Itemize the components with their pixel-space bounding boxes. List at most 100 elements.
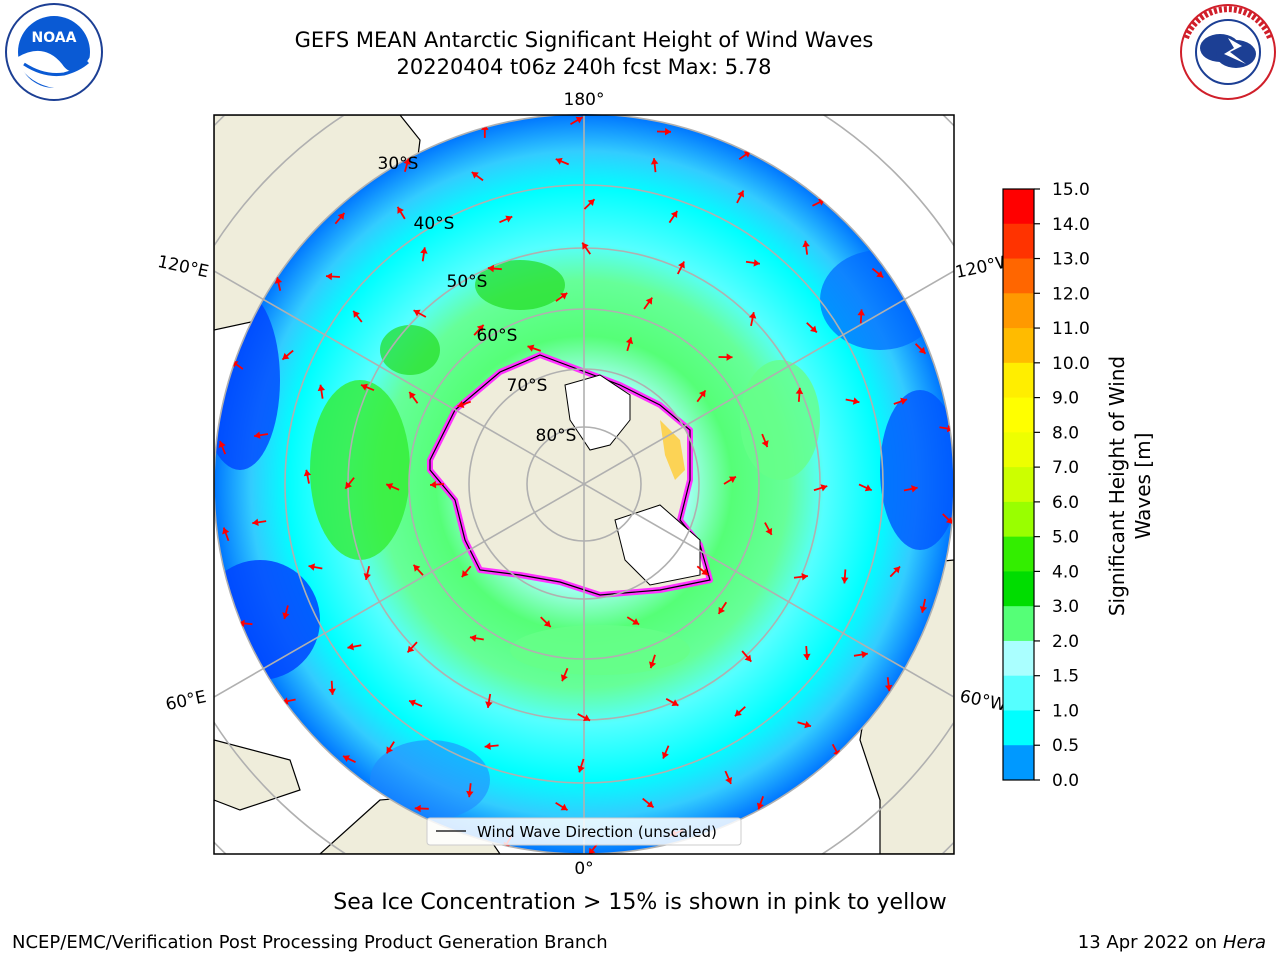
wave-direction-arrowhead [555,157,563,165]
wave-direction-arrowhead [485,701,493,708]
wave-direction-arrowhead [386,746,393,754]
wave-direction-arrowhead [900,397,908,405]
wave-direction-arrowhead [409,699,417,707]
wave-direction-arrowhead [414,804,421,813]
chart-subtitle: 20220404 t06z 240h fcst Max: 5.78 [396,55,772,79]
colorbar-tick-label: 5.0 [1052,528,1079,548]
colorbar-segment [1003,501,1034,538]
colorbar-label: Significant Height of Wind Waves [m] [1105,356,1155,616]
wave-direction-arrowhead [353,310,360,318]
wave-direction-arrowhead [328,688,336,695]
lon-label-180: 180° [564,90,605,110]
wave-direction-arrowhead [661,751,669,759]
colorbar-segment [1003,745,1034,781]
colorbar-tick-label: 6.0 [1052,493,1079,513]
wave-direction-arrowhead [487,264,495,273]
wave-direction-arrowhead [363,573,371,580]
wave-direction-arrowhead [282,352,290,360]
wave-direction-arrowhead [820,484,828,492]
colorbar-tick-label: 7.0 [1052,458,1079,478]
wave-direction-arrowhead [728,476,736,483]
colorbar-segment [1003,536,1034,572]
wave-direction-arrowhead [469,634,477,642]
wave-direction-arrowhead [841,577,849,584]
lon-label-0: 0° [574,859,593,879]
map-border [213,114,955,855]
colorbar-tick-label: 8.0 [1052,423,1079,443]
wave-direction-arrowhead [765,527,773,535]
colorbar-tick-label: 2.0 [1052,632,1079,652]
wave-direction-arrowhead [761,440,769,448]
wave-direction-arrowhead [484,742,491,750]
wave-direction-arrowhead [701,568,709,576]
colorbar-segment [1003,710,1034,746]
wave-direction-arrowhead [337,212,345,220]
footer-date-text: 13 Apr 2022 on [1077,932,1223,953]
wave-direction-arrowhead [876,270,884,278]
lat-label-80s: 80°S [536,426,577,446]
wave-direction-arrowhead [274,277,283,284]
colorbar-segment [1003,293,1034,329]
colorbar-segment [1003,675,1034,711]
colorbar-segment [1003,328,1034,364]
wave-direction-arrowhead [802,240,810,248]
colorbar-tick-label: 12.0 [1052,284,1090,304]
legend-label: Wind Wave Direction (unscaled) [477,823,717,841]
wave-direction-arrowhead [737,190,745,198]
wave-direction-arrowhead [308,563,316,571]
wave-direction-arrowhead [317,384,326,392]
wave-direction-arrowhead [303,469,312,477]
lat-label-60s: 60°S [477,326,518,346]
colorbar-segment [1003,571,1034,607]
wave-direction-arrowhead [809,325,817,333]
meridian-60E-120W [214,270,954,698]
antarctica [427,352,713,598]
wave-direction-arrowhead [560,674,568,682]
wave-direction-arrowhead [678,261,685,269]
wave-direction-arrowhead [726,353,733,361]
wave-direction-arrowhead [457,400,465,408]
footer-host: Hera [1222,932,1266,953]
wave-direction-arrowhead [753,259,760,267]
wave-direction-arrowhead [632,618,640,625]
nws-logo [1180,4,1276,100]
wave-direction-arrowhead [420,247,428,254]
svg-text:Waves [m]: Waves [m] [1131,433,1155,540]
wave-direction-arrowhead [699,390,706,398]
lat-label-50s: 50°S [447,272,488,292]
wave-direction-arrowhead [725,776,733,784]
wave-direction-arrowhead [254,431,261,439]
wave-direction-arrowhead [543,620,551,627]
wave-direction-arrowhead [386,483,394,491]
wave-direction-arrowhead [345,481,352,489]
wave-direction-arrowhead [347,643,354,651]
wave-direction-arrowhead [560,292,568,300]
wave-direction-arrowhead [281,697,289,705]
colorbar-segment [1003,606,1034,642]
colorbar-border [1002,188,1035,781]
wave-direction-arrowhead [252,518,259,527]
noaa-logo: NOAA [5,3,103,101]
wave-direction-arrowhead [884,684,893,692]
colorbar-tick-label: 15.0 [1052,180,1090,200]
colorbar-tick-label: 0.5 [1052,736,1079,756]
colorbar-segment [1003,223,1034,260]
lon-label-120e: 120°E [156,252,211,282]
colorbar-segment [1003,432,1034,468]
footer-date: 13 Apr 2022 on Hera [1078,932,1266,953]
wave-direction-arrowhead [670,211,678,219]
wave-direction-arrowhead [744,654,752,662]
wave-direction-arrowhead [803,653,811,660]
lat-label-40s: 40°S [414,214,455,234]
wave-direction-arrowhead [222,527,230,535]
wave-direction-arrowhead [945,516,953,524]
wave-direction-arrowhead [325,272,333,281]
wave-direction-arrowhead [648,661,657,669]
chart-title: GEFS MEAN Antarctic Significant Height o… [294,28,874,52]
colorbar-tick-label: 1.0 [1052,701,1079,721]
wave-direction-arrowhead [625,337,634,345]
wave-direction-arrowhead [505,215,513,223]
wave-direction-arrowhead [577,765,585,773]
wave-direction-arrowhead [646,800,654,808]
